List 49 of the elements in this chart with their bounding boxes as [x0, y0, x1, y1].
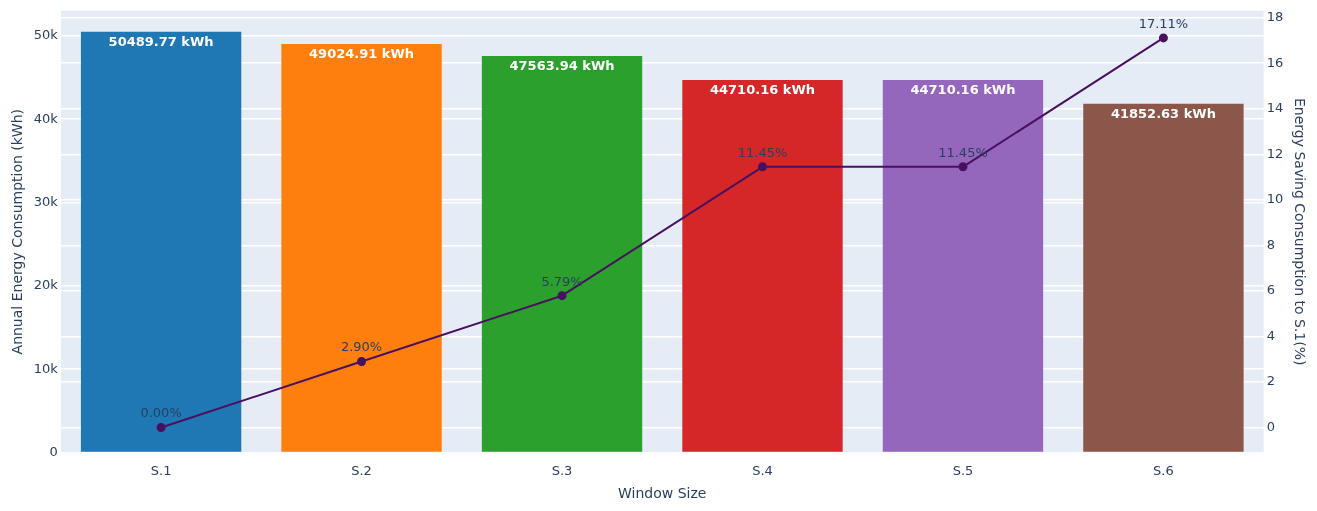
point: [557, 291, 567, 301]
bar: [882, 79, 1044, 452]
y2-tick-label: 12: [1266, 145, 1284, 161]
data-label: 49024.91 kWh: [309, 45, 415, 61]
data-label: 50489.77 kWh: [108, 33, 214, 49]
x-axis-title: Window Size: [618, 485, 707, 502]
y2-tick-label: 6: [1266, 282, 1275, 298]
y-tick-label: 0: [49, 443, 58, 459]
data-label: 2.90%: [340, 339, 383, 355]
point: [958, 162, 968, 172]
bar: [281, 43, 442, 452]
y-tick-label: 30k: [33, 193, 59, 209]
data-label: 11.45%: [737, 144, 788, 160]
y2-axis-title: Energy Saving Consumption to S.1(%): [1291, 97, 1308, 366]
x-tick-label: S.4: [752, 462, 773, 478]
y-tick-label: 40k: [33, 110, 59, 126]
y2-tick-label: 2: [1266, 373, 1275, 389]
data-label: 0.00%: [140, 405, 182, 421]
y2-tick-label: 16: [1266, 54, 1284, 70]
data-label: 47563.94 kWh: [509, 57, 615, 73]
bar: [1083, 103, 1244, 452]
x-tick-label: S.5: [952, 462, 974, 478]
y-axis-title: Annual Energy Consumption (kWh): [9, 108, 26, 355]
data-label: 5.79%: [541, 273, 583, 289]
data-label: 44710.16 kWh: [709, 81, 816, 97]
y2-tick-label: 14: [1266, 100, 1284, 116]
y2-tick-label: 0: [1266, 418, 1275, 434]
y2-tick-label: 10: [1266, 191, 1284, 207]
bar: [682, 79, 843, 452]
data-label: 41852.63 kWh: [1110, 105, 1216, 121]
bar: [481, 56, 643, 452]
bar: [80, 31, 242, 452]
point: [156, 423, 166, 433]
y2-tick-label: 4: [1266, 327, 1275, 343]
y2-tick-label: 8: [1266, 236, 1275, 252]
point: [758, 162, 767, 172]
data-label: 11.45%: [938, 144, 988, 160]
x-tick-label: S.1: [150, 462, 172, 478]
x-tick-label: S.3: [551, 462, 573, 478]
x-tick-label: S.2: [351, 462, 372, 478]
y-tick-label: 50k: [33, 27, 59, 43]
x-tick-label: S.6: [1153, 462, 1174, 478]
y-tick-label: 10k: [33, 360, 59, 376]
data-label: 17.11%: [1138, 15, 1189, 31]
point: [357, 357, 367, 367]
y-tick-label: 20k: [33, 277, 59, 293]
data-label: 44710.16 kWh: [910, 81, 1016, 97]
point: [1158, 33, 1168, 43]
y2-tick-label: 18: [1266, 9, 1284, 25]
